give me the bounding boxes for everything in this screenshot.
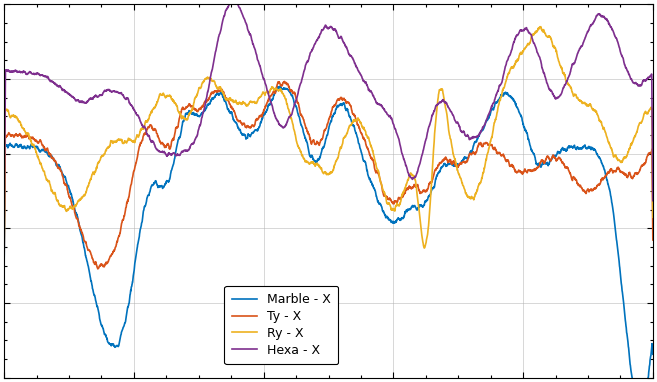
- Ry - X: [277, 89, 285, 94]
- Hexa - X: [0, 222, 8, 226]
- Ry - X: [74, 199, 82, 204]
- Ry - X: [420, 246, 428, 250]
- Ty - X: [637, 166, 645, 170]
- Line: Marble - X: Marble - X: [4, 86, 653, 382]
- Ty - X: [281, 79, 288, 84]
- Hexa - X: [637, 83, 645, 87]
- Ry - X: [0, 242, 8, 246]
- Hexa - X: [249, 42, 257, 47]
- Hexa - X: [277, 123, 285, 128]
- Ry - X: [637, 121, 645, 126]
- Marble - X: [566, 144, 574, 149]
- Marble - X: [276, 84, 284, 89]
- Hexa - X: [649, 198, 657, 203]
- Marble - X: [277, 86, 285, 91]
- Marble - X: [74, 217, 82, 222]
- Hexa - X: [232, 0, 240, 3]
- Ty - X: [113, 240, 121, 244]
- Line: Hexa - X: Hexa - X: [4, 0, 653, 224]
- Ry - X: [537, 24, 545, 29]
- Hexa - X: [566, 69, 574, 74]
- Marble - X: [113, 343, 121, 348]
- Line: Ry - X: Ry - X: [4, 27, 653, 248]
- Ty - X: [0, 255, 8, 259]
- Hexa - X: [74, 97, 82, 102]
- Ty - X: [649, 238, 657, 242]
- Ty - X: [94, 267, 102, 271]
- Marble - X: [0, 259, 8, 264]
- Ty - X: [74, 220, 82, 224]
- Ty - X: [277, 84, 285, 88]
- Ty - X: [567, 172, 575, 177]
- Ty - X: [249, 123, 257, 128]
- Legend: Marble - X, Ty - X, Ry - X, Hexa - X: Marble - X, Ty - X, Ry - X, Hexa - X: [225, 286, 338, 364]
- Ry - X: [567, 86, 575, 91]
- Ry - X: [649, 215, 657, 220]
- Ry - X: [249, 100, 257, 105]
- Marble - X: [649, 352, 657, 356]
- Line: Ty - X: Ty - X: [4, 81, 653, 269]
- Marble - X: [249, 131, 257, 135]
- Ry - X: [113, 139, 121, 144]
- Hexa - X: [113, 89, 121, 94]
